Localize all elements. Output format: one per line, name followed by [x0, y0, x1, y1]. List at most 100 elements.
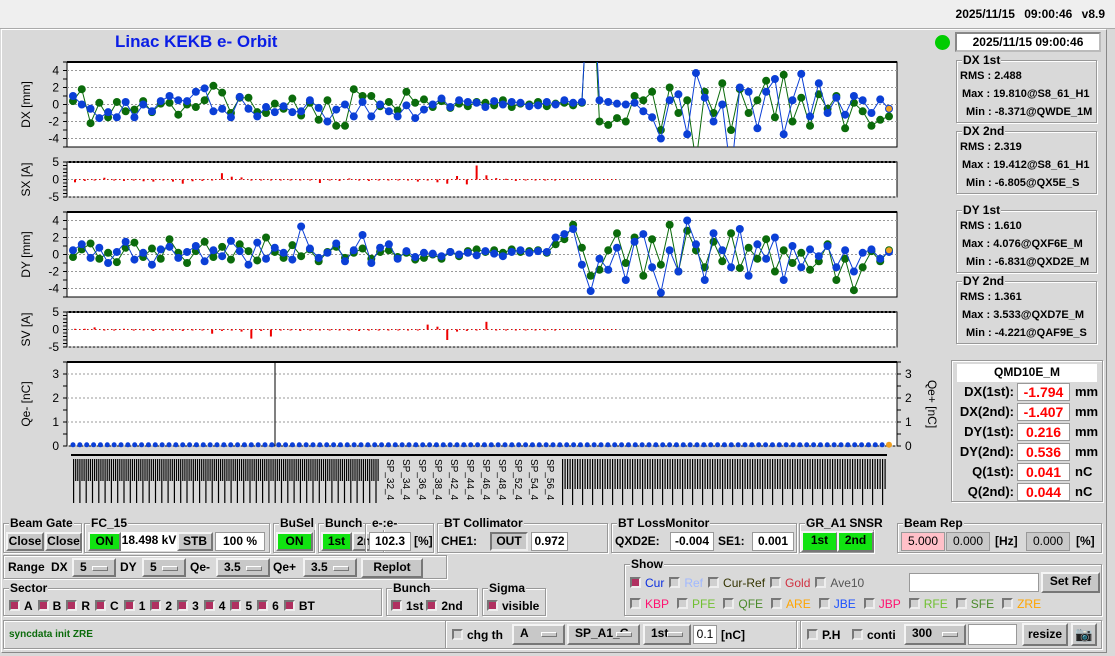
- checkbox-icon[interactable]: [150, 600, 162, 611]
- steering-bar: [534, 179, 537, 181]
- sector-checkbox-6[interactable]: 6: [257, 599, 279, 613]
- checkbox-icon[interactable]: [677, 598, 689, 609]
- q-point: [495, 442, 501, 448]
- checkbox-icon[interactable]: [487, 600, 498, 611]
- ph-group: P.H conti 300 resize 📷: [800, 620, 1102, 649]
- checkbox-icon[interactable]: [630, 577, 641, 588]
- checkbox-icon[interactable]: [9, 600, 20, 611]
- sector-checkbox-3[interactable]: 3: [177, 599, 199, 613]
- checkbox-label: 1: [138, 599, 146, 613]
- show-checkbox-jbp[interactable]: JBP: [863, 597, 901, 611]
- show-checkbox-sfe[interactable]: SFE: [955, 597, 994, 611]
- x-tick-label-dense: [687, 459, 689, 489]
- checkbox-icon[interactable]: [770, 577, 782, 588]
- checkbox-icon[interactable]: [177, 600, 189, 611]
- checkbox-icon[interactable]: [283, 600, 295, 611]
- data-point: [367, 259, 376, 267]
- checkbox-icon[interactable]: [908, 598, 920, 609]
- checkbox-icon[interactable]: [95, 600, 107, 611]
- checkbox-icon[interactable]: [37, 600, 49, 611]
- checkbox-icon[interactable]: [815, 577, 827, 588]
- show-checkbox-ave10[interactable]: Ave10: [815, 576, 864, 590]
- charge-threshold-input[interactable]: 0.1: [693, 625, 717, 644]
- busel-on-button[interactable]: ON: [276, 532, 313, 551]
- chg-th-checkbox[interactable]: chg th: [452, 627, 503, 643]
- count-select[interactable]: 300: [904, 624, 966, 645]
- fc15-stb-button[interactable]: STB: [177, 532, 213, 551]
- checkbox-icon[interactable]: [723, 598, 735, 609]
- y-tick-label: 4: [52, 64, 59, 78]
- set-ref-button[interactable]: Set Ref: [1041, 572, 1100, 593]
- resize-button[interactable]: resize: [1022, 623, 1068, 646]
- conti-checkbox[interactable]: conti: [852, 627, 896, 643]
- checkbox-icon[interactable]: [807, 629, 818, 640]
- sector-checkbox-2[interactable]: 2: [150, 599, 172, 613]
- x-tick-label-dense: [243, 459, 245, 503]
- steering-bar: [113, 329, 116, 331]
- data-point: [358, 244, 367, 253]
- show-checkbox-ref[interactable]: Ref: [669, 576, 703, 590]
- checkbox-icon[interactable]: [771, 598, 783, 609]
- fc15-on-button[interactable]: ON: [88, 532, 121, 551]
- sector-checkbox-C[interactable]: C: [95, 599, 119, 613]
- range-qm-select[interactable]: 3.5: [216, 558, 270, 577]
- checkbox-icon[interactable]: [852, 629, 863, 640]
- range-qp-label: Qe+: [273, 560, 297, 574]
- beam-gate-close-2-button[interactable]: Close: [45, 532, 82, 551]
- bunch-1st-button[interactable]: 1st: [321, 532, 352, 551]
- sector-select[interactable]: A: [512, 624, 565, 645]
- show-checkbox-rfe[interactable]: RFE: [908, 597, 948, 611]
- checkbox-icon[interactable]: [203, 600, 215, 611]
- camera-button[interactable]: 📷: [1071, 623, 1097, 646]
- show-checkbox-qfe[interactable]: QFE: [723, 597, 763, 611]
- checkbox-icon[interactable]: [863, 598, 875, 609]
- gr-1st-button[interactable]: 1st: [801, 531, 838, 552]
- checkbox-icon[interactable]: [1002, 598, 1014, 609]
- checkbox-icon[interactable]: [123, 600, 135, 611]
- checkbox-icon[interactable]: [452, 629, 463, 640]
- show-checkbox-gold[interactable]: Gold: [770, 576, 810, 590]
- checkbox-icon[interactable]: [669, 577, 681, 588]
- sector-checkbox-R[interactable]: R: [66, 599, 90, 613]
- show-checkbox-cur-ref[interactable]: Cur-Ref: [708, 576, 765, 590]
- replot-button[interactable]: Replot: [361, 558, 423, 578]
- range-qp-select[interactable]: 3.5: [303, 558, 357, 577]
- sector-checkbox-B[interactable]: B: [37, 599, 61, 613]
- ref-file-input[interactable]: [909, 573, 1039, 592]
- sector-checkbox-BT[interactable]: BT: [283, 599, 315, 613]
- show-checkbox-cur[interactable]: Cur: [630, 576, 664, 590]
- charge-threshold-group: chg th A SP_A1_G 1st 0.1 [nC]: [445, 620, 797, 649]
- checkbox-icon[interactable]: [66, 600, 78, 611]
- checkbox-icon[interactable]: [955, 598, 967, 609]
- bunch-select[interactable]: 1st: [643, 624, 691, 645]
- show-checkbox-pfe[interactable]: PFE: [677, 597, 715, 611]
- gr-2nd-button[interactable]: 2nd: [837, 531, 874, 552]
- q-point: [694, 442, 700, 448]
- range-dy-select[interactable]: 5: [142, 558, 186, 577]
- x-tick-label-dense: [173, 459, 175, 503]
- checkbox-icon[interactable]: [708, 577, 720, 588]
- show-checkbox-are[interactable]: ARE: [771, 597, 811, 611]
- checkbox-icon[interactable]: [630, 598, 641, 609]
- bunch-checkbox-2nd[interactable]: 2nd: [426, 599, 463, 613]
- show-checkbox-jbe[interactable]: JBE: [818, 597, 856, 611]
- checkbox-icon[interactable]: [426, 600, 438, 611]
- ph-checkbox[interactable]: P.H: [807, 627, 840, 643]
- sector-checkbox-5[interactable]: 5: [230, 599, 252, 613]
- ph-input[interactable]: [968, 624, 1017, 645]
- beam-gate-close-1-button[interactable]: Close: [6, 532, 44, 551]
- bunch-checkbox-1st[interactable]: 1st: [391, 599, 423, 613]
- data-point: [428, 100, 437, 109]
- sigma-visible-checkbox[interactable]: visible: [487, 598, 539, 614]
- checkbox-icon[interactable]: [818, 598, 830, 609]
- checkbox-icon[interactable]: [257, 600, 269, 611]
- sector-checkbox-4[interactable]: 4: [203, 599, 225, 613]
- show-checkbox-kbp[interactable]: KBP: [630, 597, 669, 611]
- monitor-select[interactable]: SP_A1_G: [567, 624, 640, 645]
- sector-checkbox-A[interactable]: A: [9, 599, 33, 613]
- checkbox-icon[interactable]: [230, 600, 242, 611]
- range-dx-select[interactable]: 5: [72, 558, 116, 577]
- sector-checkbox-1[interactable]: 1: [123, 599, 146, 613]
- show-checkbox-zre[interactable]: ZRE: [1002, 597, 1041, 611]
- checkbox-icon[interactable]: [391, 600, 402, 611]
